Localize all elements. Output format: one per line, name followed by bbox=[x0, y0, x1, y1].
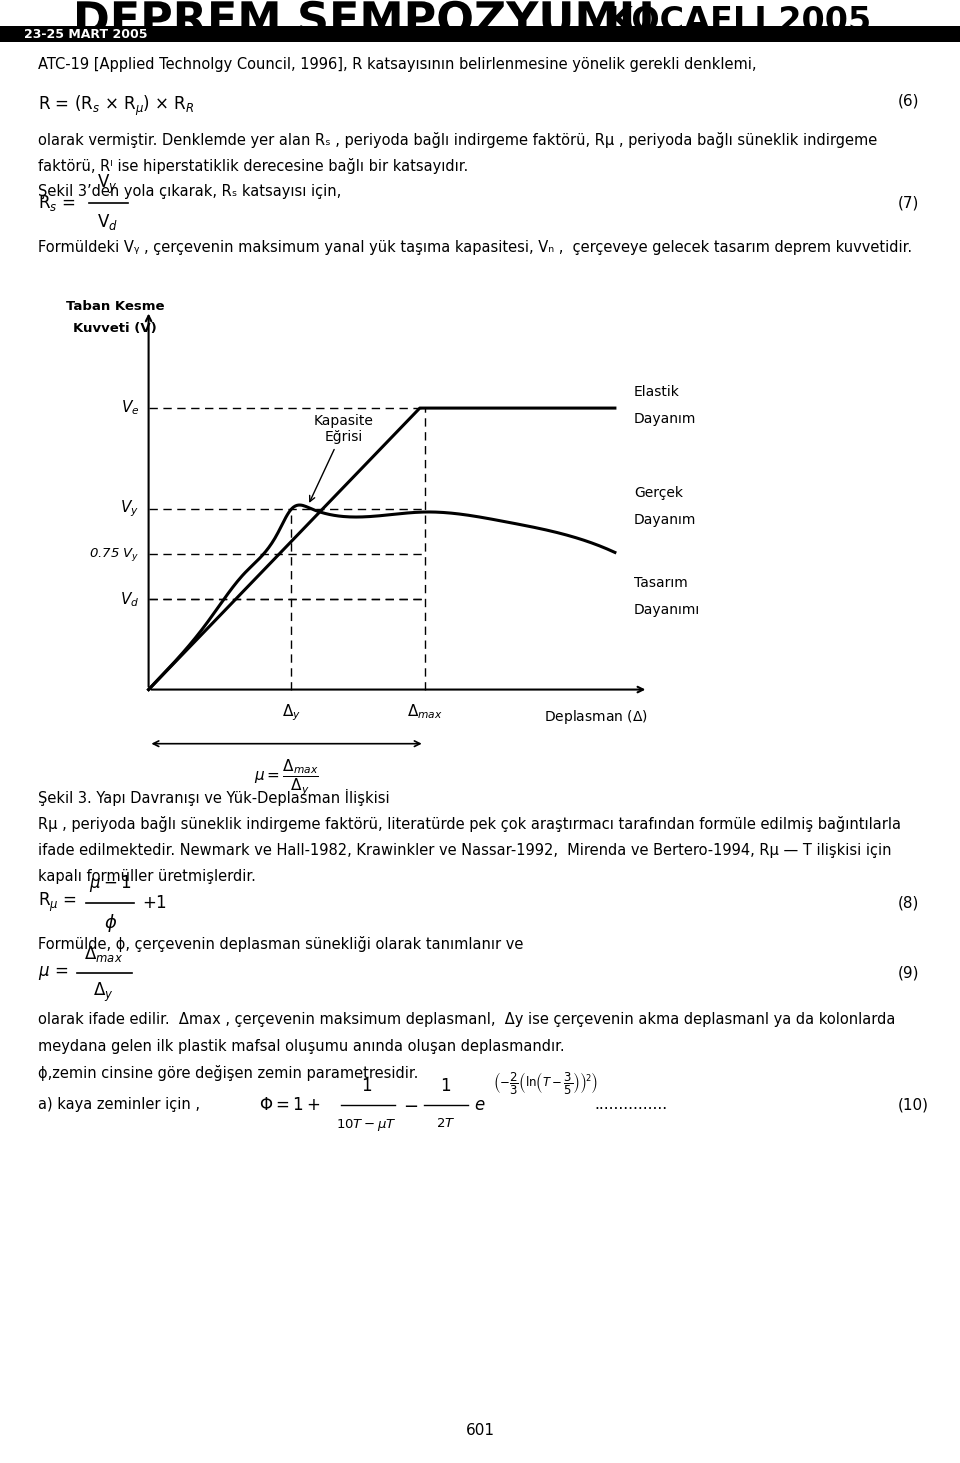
Text: 1: 1 bbox=[361, 1077, 372, 1094]
Text: Gerçek: Gerçek bbox=[634, 486, 683, 500]
Text: Taban Kesme: Taban Kesme bbox=[66, 300, 164, 313]
Text: ϕ,zemin cinsine göre değişen zemin parametresidir.: ϕ,zemin cinsine göre değişen zemin param… bbox=[38, 1065, 419, 1081]
Text: $\left(-\dfrac{2}{3}\left(\ln\!\left(T-\dfrac{3}{5}\right)\right)^{\!2}\right)$: $\left(-\dfrac{2}{3}\left(\ln\!\left(T-\… bbox=[493, 1069, 599, 1096]
Text: ...............: ............... bbox=[594, 1097, 667, 1112]
Text: $10T - \mu T$: $10T - \mu T$ bbox=[336, 1118, 397, 1132]
Text: Dayanım: Dayanım bbox=[634, 411, 696, 426]
Text: 0.75 $V_y$: 0.75 $V_y$ bbox=[88, 546, 139, 563]
Text: 23-25 MART 2005: 23-25 MART 2005 bbox=[24, 28, 148, 41]
Text: Şekil 3. Yapı Davranışı ve Yük-Deplasman İlişkisi: Şekil 3. Yapı Davranışı ve Yük-Deplasman… bbox=[38, 789, 390, 806]
Text: Kapasite
Eğrisi: Kapasite Eğrisi bbox=[310, 414, 373, 502]
Text: $\Delta_{max}$: $\Delta_{max}$ bbox=[407, 702, 443, 721]
Text: Kuvveti (V): Kuvveti (V) bbox=[73, 322, 157, 335]
Text: $\mu = \dfrac{\Delta_{max}}{\Delta_y}$: $\mu = \dfrac{\Delta_{max}}{\Delta_y}$ bbox=[254, 758, 319, 799]
Text: R = (R$_s$ $\times$ R$_\mu$) $\times$ R$_R$: R = (R$_s$ $\times$ R$_\mu$) $\times$ R$… bbox=[38, 94, 195, 119]
Text: Tasarım: Tasarım bbox=[634, 576, 687, 590]
Bar bbox=[0, 26, 960, 42]
Text: (10): (10) bbox=[898, 1097, 928, 1112]
Text: (7): (7) bbox=[898, 196, 919, 211]
Text: Deplasman ($\Delta$): Deplasman ($\Delta$) bbox=[544, 708, 648, 726]
Text: $e$: $e$ bbox=[474, 1096, 486, 1113]
Text: $+ 1$: $+ 1$ bbox=[142, 894, 167, 911]
Text: $\Delta_y$: $\Delta_y$ bbox=[93, 980, 114, 1004]
Text: V$_y$: V$_y$ bbox=[97, 173, 118, 196]
Text: (9): (9) bbox=[898, 966, 919, 980]
Text: $V_d$: $V_d$ bbox=[120, 590, 139, 609]
Text: $\Delta_{max}$: $\Delta_{max}$ bbox=[84, 944, 123, 964]
Text: ATC-19 [Applied Technolgy Council, 1996], R katsayısının belirlenmesine yönelik : ATC-19 [Applied Technolgy Council, 1996]… bbox=[38, 57, 756, 72]
Text: $V_e$: $V_e$ bbox=[121, 399, 139, 417]
Text: olarak ifade edilir.  Δmax , çerçevenin maksimum deplasmanl,  Δy ise çerçevenin : olarak ifade edilir. Δmax , çerçevenin m… bbox=[38, 1012, 896, 1027]
Text: Şekil 3’den yola çıkarak, Rₛ katsayısı için,: Şekil 3’den yola çıkarak, Rₛ katsayısı i… bbox=[38, 184, 342, 199]
Bar bbox=[336, 26, 960, 42]
Text: KOCAELI 2005: KOCAELI 2005 bbox=[607, 4, 872, 38]
Text: $\mu - 1$: $\mu - 1$ bbox=[89, 873, 132, 894]
Text: $\phi$: $\phi$ bbox=[104, 911, 117, 935]
Text: $V_y$: $V_y$ bbox=[120, 499, 139, 519]
Text: $\Phi = 1 +$: $\Phi = 1 +$ bbox=[259, 1096, 321, 1113]
Text: Formülde, ϕ, çerçevenin deplasman sünekliği olarak tanımlanır ve: Formülde, ϕ, çerçevenin deplasman sünekl… bbox=[38, 936, 524, 952]
Text: (8): (8) bbox=[898, 895, 919, 910]
Text: (6): (6) bbox=[898, 94, 919, 108]
Text: $\mu$ =: $\mu$ = bbox=[38, 964, 68, 982]
Text: R$_s$ =: R$_s$ = bbox=[38, 193, 76, 214]
Text: a) kaya zeminler için ,: a) kaya zeminler için , bbox=[38, 1097, 201, 1112]
Text: V$_d$: V$_d$ bbox=[97, 212, 118, 233]
Text: ifade edilmektedir. Newmark ve Hall-1982, Krawinkler ve Nassar-1992,  Mirenda ve: ifade edilmektedir. Newmark ve Hall-1982… bbox=[38, 843, 892, 857]
Text: $-$: $-$ bbox=[403, 1096, 419, 1113]
Text: 601: 601 bbox=[466, 1423, 494, 1438]
Text: meydana gelen ilk plastik mafsal oluşumu anında oluşan deplasmandır.: meydana gelen ilk plastik mafsal oluşumu… bbox=[38, 1039, 565, 1053]
Text: 1: 1 bbox=[440, 1077, 451, 1094]
Text: Formüldeki Vᵧ , çerçevenin maksimum yanal yük taşıma kapasitesi, Vₙ ,  çerçeveye: Formüldeki Vᵧ , çerçevenin maksimum yana… bbox=[38, 240, 913, 255]
Text: kapalı formüller üretmişlerdir.: kapalı formüller üretmişlerdir. bbox=[38, 869, 256, 884]
Text: Dayanımı: Dayanımı bbox=[634, 603, 700, 617]
Text: R$_\mu$ =: R$_\mu$ = bbox=[38, 891, 78, 914]
Text: Dayanım: Dayanım bbox=[634, 512, 696, 527]
Text: faktörü, Rᴵ ise hiperstatiklik derecesine bağlı bir katsayıdır.: faktörü, Rᴵ ise hiperstatiklik derecesin… bbox=[38, 158, 468, 174]
Text: $2T$: $2T$ bbox=[436, 1118, 455, 1129]
Text: Rμ , periyoda bağlı süneklik indirgeme faktörü, literatürde pek çok araştırmacı : Rμ , periyoda bağlı süneklik indirgeme f… bbox=[38, 816, 901, 832]
Text: Elastik: Elastik bbox=[634, 385, 680, 399]
Text: $\Delta_y$: $\Delta_y$ bbox=[282, 702, 300, 723]
Text: DEPREM SEMPOZYUMU: DEPREM SEMPOZYUMU bbox=[73, 0, 657, 42]
Text: olarak vermiştir. Denklemde yer alan Rₛ , periyoda bağlı indirgeme faktörü, Rμ ,: olarak vermiştir. Denklemde yer alan Rₛ … bbox=[38, 132, 877, 148]
